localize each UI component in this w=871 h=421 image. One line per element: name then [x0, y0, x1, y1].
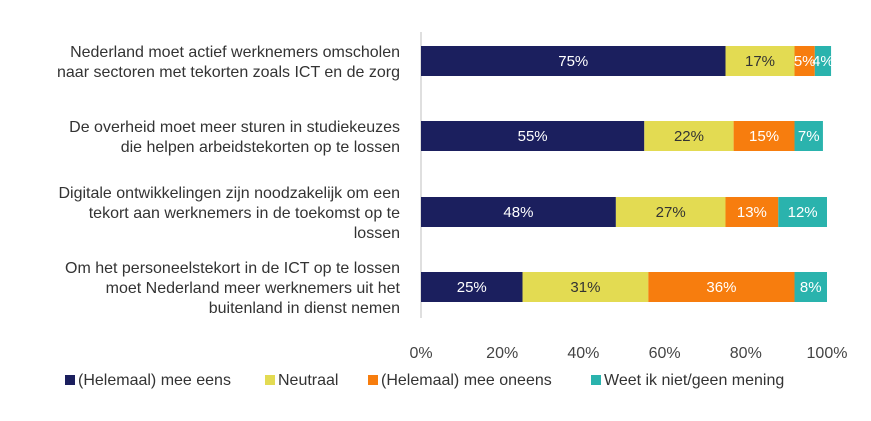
category-label-line: moet Nederland meer werknemers uit het [106, 280, 401, 297]
data-label: 22% [674, 128, 704, 145]
legend-label: Weet ik niet/geen mening [604, 372, 784, 389]
data-label: 12% [788, 204, 818, 221]
x-tick-label: 100% [807, 345, 848, 362]
category-label: Om het personeelstekort in de ICT op te … [65, 260, 401, 317]
category-label-line: Om het personeelstekort in de ICT op te … [65, 260, 400, 277]
data-label: 55% [518, 128, 548, 145]
bar-segment [644, 121, 734, 151]
bar-segment [648, 272, 795, 302]
data-label: 27% [656, 204, 686, 221]
data-label: 25% [457, 279, 487, 296]
bar-segment [814, 46, 832, 76]
bar-segment [733, 121, 795, 151]
bar-segment [421, 46, 726, 76]
bar-segment [522, 272, 649, 302]
x-tick-label: 60% [649, 345, 681, 362]
legend: (Helemaal) mee eens Neutraal (Helemaal) me… [65, 372, 784, 389]
data-labels: 75% 17% 5%4% 55% 22% 15% 7% 48% 27% 13% 12% 25% 31% 3… [457, 53, 834, 296]
data-label: 5% [794, 53, 816, 70]
category-label-line: lossen [354, 225, 400, 242]
data-label: 48% [503, 204, 533, 221]
legend-label: Neutraal [278, 372, 338, 389]
x-tick-label: 40% [567, 345, 599, 362]
bar-segments [421, 46, 832, 302]
category-label: De overheid moet meer sturen in studieke… [69, 119, 400, 156]
data-label: 31% [570, 279, 600, 296]
data-label: 15% [749, 128, 779, 145]
category-label-line: tekort aan werknemers in de toekomst op … [89, 205, 400, 222]
x-axis-ticks: 0% 20% 40% 60% 80% 100% [409, 345, 847, 362]
legend-swatch [591, 375, 601, 385]
category-label-line: Nederland moet actief werknemers omschol… [70, 44, 400, 61]
bar-segment [794, 121, 823, 151]
data-label: 4% [812, 53, 834, 70]
legend-swatch [368, 375, 378, 385]
legend-swatch [265, 375, 275, 385]
data-label: 75% [558, 53, 588, 70]
category-labels: Nederland moet actief werknemers omschol… [57, 44, 401, 317]
legend-label: (Helemaal) mee oneens [381, 372, 552, 389]
category-label-line: Digitale ontwikkelingen zijn noodzakelij… [58, 185, 400, 202]
category-label-line: die helpen arbeidstekorten op te lossen [121, 139, 400, 156]
data-label: 8% [800, 279, 822, 296]
category-label-line: naar sectoren met tekorten zoals ICT en … [57, 64, 400, 81]
bar-segment [615, 197, 726, 227]
category-label-line: De overheid moet meer sturen in studieke… [69, 119, 400, 136]
legend-label: (Helemaal) mee eens [78, 372, 231, 389]
bar-segment [421, 197, 616, 227]
data-label: 13% [737, 204, 767, 221]
category-label-line: buitenland in dienst nemen [209, 300, 400, 317]
data-label: 7% [798, 128, 820, 145]
bar-segment [725, 46, 795, 76]
data-label: 36% [706, 279, 736, 296]
bar-segment [421, 272, 523, 302]
bar-segment [794, 272, 827, 302]
bar-segment [794, 46, 815, 76]
bar-segment [778, 197, 827, 227]
x-tick-label: 80% [730, 345, 762, 362]
bar-segment [725, 197, 779, 227]
legend-swatch [65, 375, 75, 385]
x-tick-label: 20% [486, 345, 518, 362]
data-label: 17% [745, 53, 775, 70]
category-label: Digitale ontwikkelingen zijn noodzakelij… [58, 185, 400, 242]
category-label: Nederland moet actief werknemers omschol… [57, 44, 400, 81]
x-tick-label: 0% [409, 345, 432, 362]
bar-segment [421, 121, 645, 151]
